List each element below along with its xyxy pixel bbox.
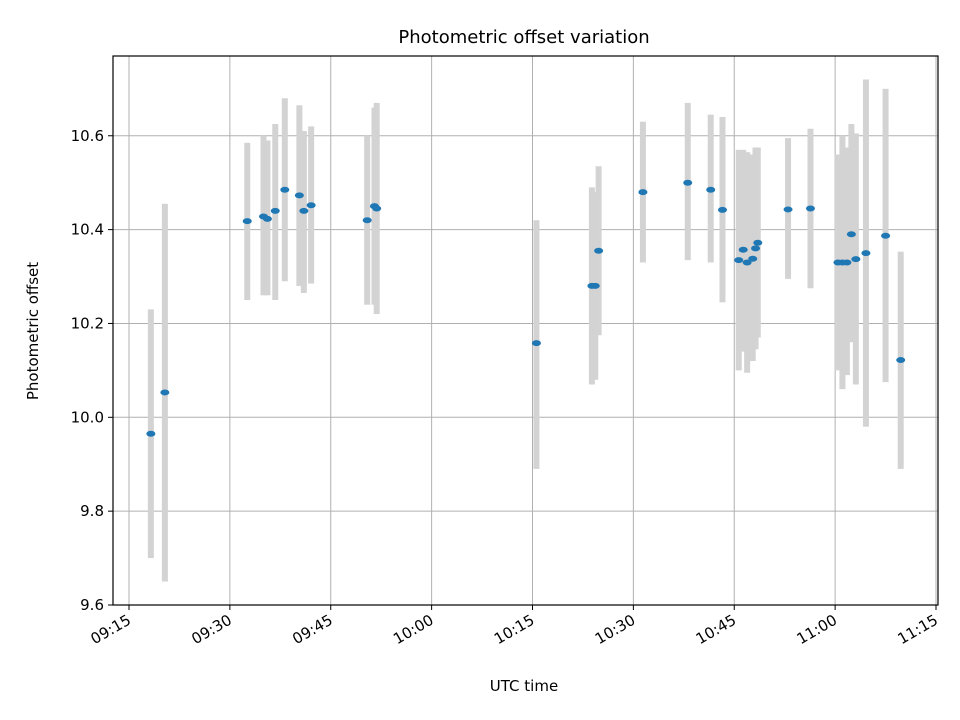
data-point xyxy=(242,218,252,225)
y-tick-label: 9.8 xyxy=(80,502,104,520)
data-point xyxy=(372,205,382,212)
data-point xyxy=(717,206,727,213)
data-point xyxy=(805,205,815,212)
data-point xyxy=(590,282,600,289)
data-point xyxy=(753,239,763,246)
data-point xyxy=(706,186,716,193)
data-points xyxy=(146,179,906,437)
data-point xyxy=(896,357,906,364)
data-point xyxy=(262,215,272,222)
y-axis-ticks: 9.6 9.8 10.0 10.2 10.4 10.6 xyxy=(71,127,113,614)
data-point xyxy=(594,247,604,254)
data-point xyxy=(146,430,156,437)
data-point xyxy=(362,217,372,224)
y-tick-label: 10.6 xyxy=(71,127,104,145)
data-point xyxy=(294,192,304,199)
data-point xyxy=(734,257,744,264)
data-point xyxy=(270,207,280,214)
data-point xyxy=(842,259,852,266)
plot-frame xyxy=(112,55,939,606)
data-point xyxy=(751,245,761,252)
data-point xyxy=(846,231,856,238)
x-axis-label: UTC time xyxy=(490,677,558,695)
data-point xyxy=(280,186,290,193)
data-point xyxy=(683,179,693,186)
y-tick-label: 10.0 xyxy=(71,408,104,426)
data-point xyxy=(299,207,309,214)
y-tick-label: 10.4 xyxy=(71,221,104,239)
grid-lines xyxy=(113,56,938,606)
y-axis-label: Photometric offset xyxy=(24,262,42,400)
data-point xyxy=(748,255,758,262)
data-point xyxy=(306,202,316,209)
data-point xyxy=(531,340,541,347)
data-point xyxy=(783,206,793,213)
data-point xyxy=(160,389,170,396)
data-point xyxy=(851,256,861,263)
y-tick-label: 10.2 xyxy=(71,314,104,332)
data-point xyxy=(861,250,871,257)
chart-title: Photometric offset variation xyxy=(398,27,649,48)
y-tick-label: 9.6 xyxy=(80,596,104,614)
data-point xyxy=(742,259,752,266)
data-point xyxy=(881,232,891,239)
data-point xyxy=(738,246,748,253)
data-point xyxy=(638,189,648,196)
